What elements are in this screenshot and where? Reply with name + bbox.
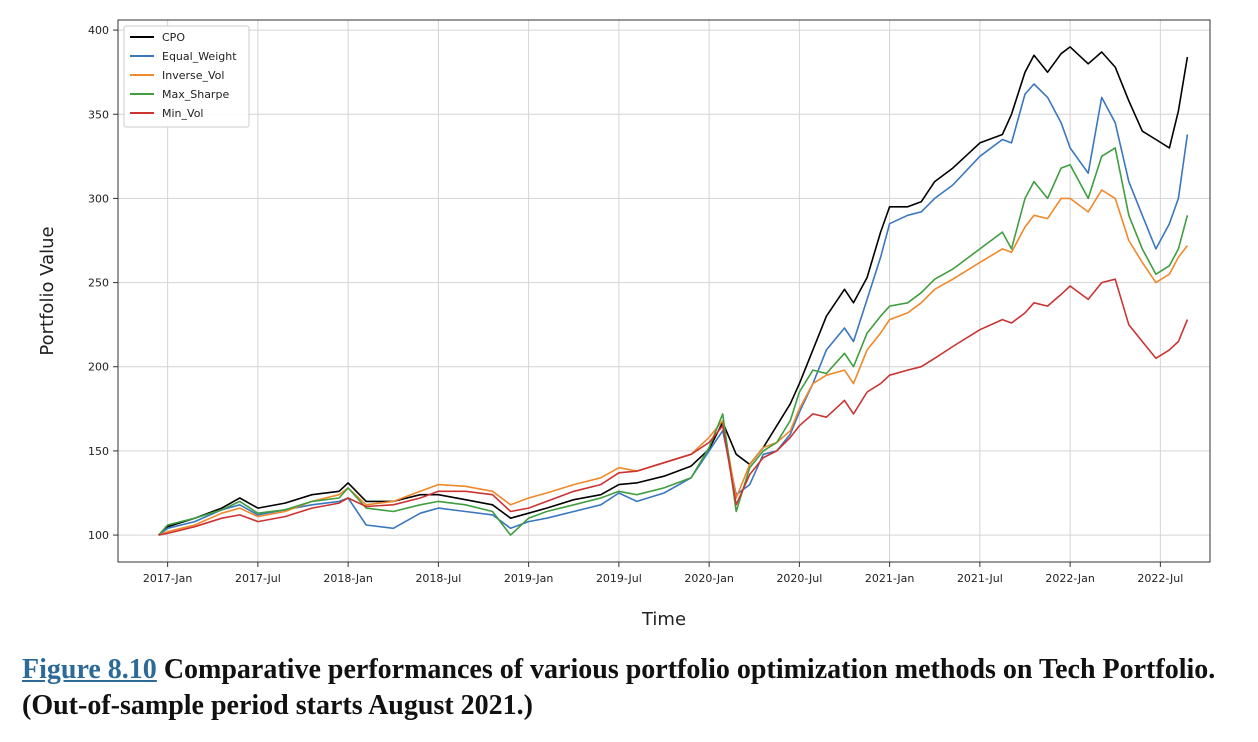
legend-frame — [123, 25, 250, 128]
y-tick-label: 350 — [88, 108, 109, 121]
y-tick-label: 100 — [88, 529, 109, 542]
x-tick-label: 2020-Jan — [684, 572, 734, 585]
x-axis: 2017-Jan 2017-Jul 2018-Jan 2018-Jul 2019-Jan… — [143, 562, 1183, 585]
figure-caption: Figure 8.10 Comparative performances of … — [22, 652, 1232, 724]
x-tick-label: 2022-Jan — [1045, 572, 1095, 585]
x-tick-label: 2018-Jul — [415, 572, 461, 585]
series-lines — [158, 46, 1189, 536]
y-axis-title: Portfolio Value — [37, 226, 58, 355]
series-line-inverse-vol — [158, 189, 1189, 536]
y-tick-label: 200 — [88, 361, 109, 374]
x-tick-label: 2017-Jan — [143, 572, 193, 585]
legend-label-equal-weight: Equal_Weight — [162, 50, 237, 63]
y-tick-label: 250 — [88, 277, 109, 290]
x-axis-title: Time — [641, 609, 686, 630]
legend-label-inverse-vol: Inverse_Vol — [162, 69, 224, 82]
figure-reference-link[interactable]: Figure 8.10 — [22, 654, 157, 685]
x-tick-label: 2020-Jul — [776, 572, 822, 585]
portfolio-value-chart: 2017-Jan 2017-Jul 2018-Jan 2018-Jul 2019-Jan… — [37, 19, 1211, 630]
x-tick-label: 2019-Jul — [596, 572, 642, 585]
series-line-max-sharpe — [158, 147, 1189, 536]
series-line-min-vol — [158, 278, 1189, 536]
series-line-equal-weight — [158, 83, 1189, 536]
x-tick-label: 2021-Jul — [957, 572, 1003, 585]
grid-lines — [118, 20, 1210, 562]
y-tick-label: 400 — [88, 24, 109, 37]
legend-label-min-vol: Min_Vol — [162, 107, 203, 120]
x-tick-label: 2019-Jan — [504, 572, 554, 585]
caption-text: Comparative performances of various port… — [22, 654, 1216, 721]
x-tick-label: 2017-Jul — [235, 572, 281, 585]
y-axis: 100 150 200 250 300 350 400 — [88, 24, 118, 542]
x-tick-label: 2018-Jan — [323, 572, 373, 585]
x-tick-label: 2021-Jan — [865, 572, 915, 585]
x-tick-label: 2022-Jul — [1137, 572, 1183, 585]
legend-label-cpo: CPO — [162, 31, 185, 44]
series-line-cpo — [158, 46, 1189, 536]
y-tick-label: 150 — [88, 445, 109, 458]
plot-frame — [117, 19, 1211, 563]
legend-label-max-sharpe: Max_Sharpe — [162, 88, 229, 101]
legend: CPO Equal_Weight Inverse_Vol Max_Sharpe Min_… — [123, 25, 250, 128]
y-tick-label: 300 — [88, 192, 109, 205]
